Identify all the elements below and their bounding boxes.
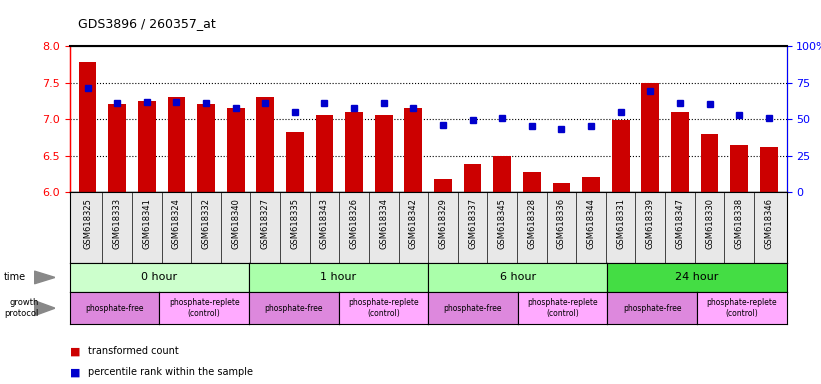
Text: phosphate-replete
(control): phosphate-replete (control) [706,298,777,318]
Text: GSM618326: GSM618326 [350,198,359,249]
Bar [493,156,511,192]
Text: GSM618336: GSM618336 [557,198,566,249]
Text: GSM618343: GSM618343 [320,198,329,249]
Bar [464,164,481,192]
Bar [227,108,245,192]
Text: ■: ■ [70,367,80,377]
Bar [582,177,600,192]
Text: percentile rank within the sample: percentile rank within the sample [88,367,253,377]
Bar [345,112,363,192]
Text: phosphate-free: phosphate-free [623,304,681,313]
Text: GSM618324: GSM618324 [172,198,181,248]
Text: 1 hour: 1 hour [320,272,356,283]
Text: GSM618331: GSM618331 [617,198,625,249]
Text: phosphate-free: phosphate-free [85,304,144,313]
Bar [612,121,630,192]
Bar [730,144,748,192]
Text: GSM618329: GSM618329 [438,198,447,248]
Bar [700,134,718,192]
Bar [286,132,304,192]
Bar [553,183,571,192]
Text: phosphate-replete
(control): phosphate-replete (control) [348,298,419,318]
Bar [256,97,274,192]
Text: GSM618342: GSM618342 [409,198,418,248]
Text: 0 hour: 0 hour [141,272,177,283]
Bar [167,97,186,192]
Bar [375,115,392,192]
Bar [434,179,452,192]
Text: GSM618341: GSM618341 [142,198,151,248]
Text: GSM618332: GSM618332 [201,198,210,249]
Text: GSM618330: GSM618330 [705,198,714,249]
Bar [138,101,156,192]
Bar [79,62,96,192]
Text: ■: ■ [70,346,80,356]
Text: GSM618328: GSM618328 [527,198,536,249]
Bar [315,115,333,192]
Text: GSM618340: GSM618340 [232,198,240,248]
Bar [760,147,777,192]
Text: GSM618345: GSM618345 [498,198,507,248]
Text: phosphate-replete
(control): phosphate-replete (control) [527,298,598,318]
Bar [641,83,659,192]
Text: phosphate-free: phosphate-free [443,304,502,313]
Bar [523,172,541,192]
Bar [671,112,689,192]
Text: GSM618333: GSM618333 [112,198,122,249]
Polygon shape [34,301,55,316]
Text: GSM618334: GSM618334 [379,198,388,249]
Text: GSM618346: GSM618346 [764,198,773,249]
Text: 6 hour: 6 hour [500,272,536,283]
Text: growth
protocol: growth protocol [4,298,39,318]
Text: GSM618335: GSM618335 [291,198,300,249]
Polygon shape [34,271,55,284]
Text: GSM618338: GSM618338 [735,198,744,249]
Text: phosphate-free: phosphate-free [264,304,323,313]
Text: GDS3896 / 260357_at: GDS3896 / 260357_at [78,17,216,30]
Bar [197,104,215,192]
Text: transformed count: transformed count [88,346,179,356]
Text: GSM618347: GSM618347 [676,198,685,249]
Text: GSM618339: GSM618339 [646,198,655,249]
Bar [405,108,422,192]
Text: time: time [4,272,26,283]
Text: 24 hour: 24 hour [675,272,718,283]
Text: phosphate-replete
(control): phosphate-replete (control) [169,298,240,318]
Text: GSM618327: GSM618327 [261,198,270,249]
Bar [108,104,126,192]
Text: GSM618337: GSM618337 [468,198,477,249]
Text: GSM618325: GSM618325 [83,198,92,248]
Text: GSM618344: GSM618344 [586,198,595,248]
